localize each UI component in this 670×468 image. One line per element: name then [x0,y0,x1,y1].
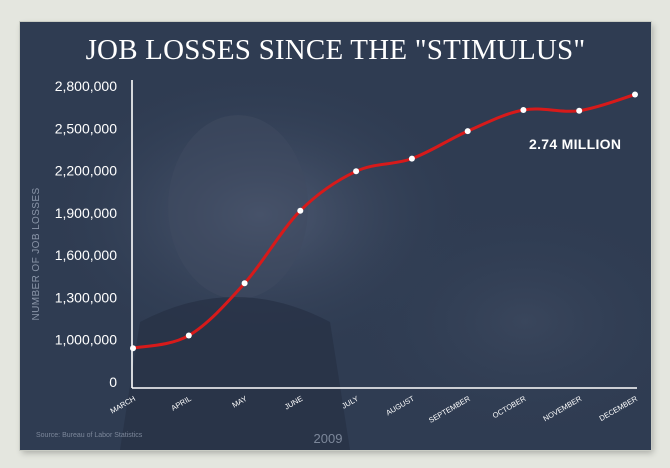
data-point [353,168,360,175]
x-tick-label: AUGUST [384,394,416,418]
x-tick-label: MAY [231,394,249,410]
y-axis-label: NUMBER OF JOB LOSSES [31,187,42,320]
data-point [576,107,583,114]
x-tick-label: APRIL [170,394,193,413]
y-tick-label: 1,000,000 [55,332,117,348]
data-point [408,155,415,162]
y-tick-label: 1,900,000 [55,205,117,221]
y-tick-label: 1,600,000 [55,247,117,263]
x-tick-label: JUNE [283,394,304,412]
source-note: Source: Bureau of Labor Statistics [36,432,143,439]
x-tick-label: DECEMBER [598,394,640,423]
x-tick-label: OCTOBER [491,394,528,421]
x-tick-label: SEPTEMBER [427,394,472,425]
y-tick-labels: 0 1,000,000 1,300,000 1,600,000 1,900,000 2,2… [55,78,118,390]
x-tick-labels: MARCH APRIL MAY JUNE JULY AUGUST SEPTEMBER OCTO… [109,394,640,425]
data-point [241,280,248,287]
data-point [464,128,471,135]
y-tick-label: 0 [109,374,117,390]
y-tick-label: 2,200,000 [55,163,117,179]
chart-frame: JOB LOSSES SINCE THE "STIMULUS" NUMBER O… [20,22,651,450]
x-tick-label: NOVEMBER [542,394,584,424]
data-point [632,91,638,98]
y-tick-label: 2,500,000 [55,120,117,136]
x-tick-label: JULY [340,394,360,411]
x-axis-label: 2009 [314,431,343,446]
y-tick-label: 1,300,000 [55,289,117,305]
y-tick-label: 2,800,000 [55,78,117,94]
data-point [185,332,192,339]
data-points [130,91,638,352]
chart-title: JOB LOSSES SINCE THE "STIMULUS" [85,34,586,66]
line-chart: NUMBER OF JOB LOSSES 0 1,000,000 1,300,000… [31,78,640,446]
series-line [131,93,637,350]
data-point [130,345,136,352]
data-point [297,207,304,214]
x-tick-label: MARCH [109,394,137,416]
annotation-label: 2.74 MILLION [529,136,621,152]
data-point [520,107,527,113]
background-photo [20,22,651,450]
